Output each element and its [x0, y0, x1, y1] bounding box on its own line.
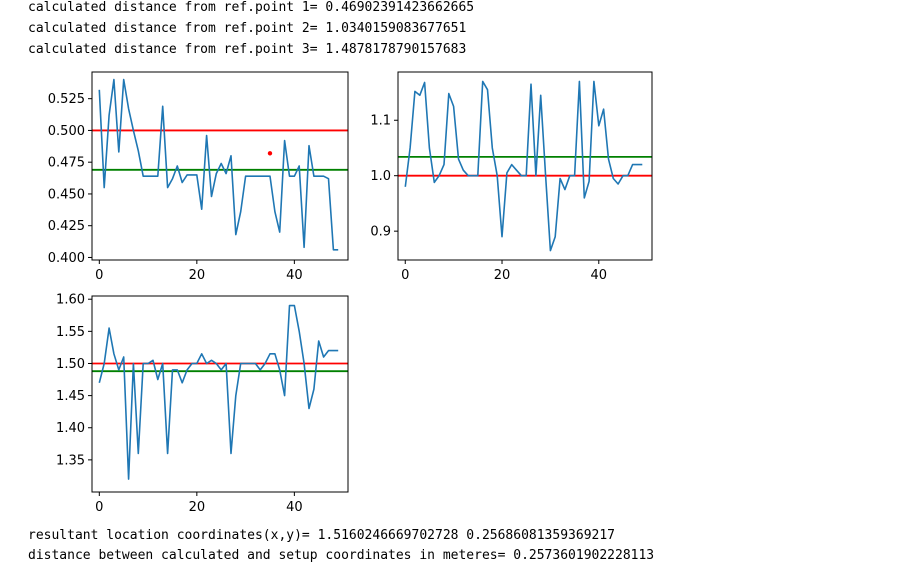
y-tick-label: 0.475: [48, 156, 85, 171]
y-tick-label: 1.50: [56, 357, 85, 372]
subplot-1: 0 20 40 0.400 0.425 0.450 0.475 0.500 0.525: [48, 71, 349, 283]
y-tick-label: 1.45: [56, 389, 85, 404]
x-tick-label: 0: [95, 268, 103, 283]
y-tick-label: 1.55: [56, 325, 85, 340]
output-line-4: resultant location coordinates(x,y)= 1.5…: [28, 528, 615, 543]
subplot-2: 0 20 40 0.9 1.0 1.1: [370, 71, 653, 283]
series-line-1: [98, 78, 339, 251]
x-tick-label: 40: [286, 268, 303, 283]
y-tick-label: 1.40: [56, 421, 85, 436]
x-tick-label: 20: [189, 268, 206, 283]
axes-frame: [91, 295, 349, 493]
output-line-3: calculated distance from ref.point 3= 1.…: [28, 42, 467, 57]
x-tick-label: 0: [401, 268, 409, 283]
axes-frame: [91, 71, 349, 261]
y-tick-label: 0.9: [370, 225, 391, 240]
data-point: [267, 151, 273, 156]
y-tick-label: 0.525: [48, 92, 85, 107]
x-tick-label: 0: [95, 500, 103, 515]
x-tick-label: 40: [286, 500, 303, 515]
x-tick-label: 20: [494, 268, 511, 283]
y-tick-label: 0.400: [48, 251, 85, 266]
y-tick-label: 0.425: [48, 219, 85, 234]
output-line-1: calculated distance from ref.point 1= 0.…: [28, 0, 475, 15]
x-tick-label: 40: [591, 268, 608, 283]
series-line-1: [404, 80, 643, 252]
y-tick-label: 1.1: [370, 114, 391, 129]
y-tick-label: 0.450: [48, 187, 85, 202]
y-tick-label: 1.35: [56, 453, 85, 468]
y-tick-label: 1.60: [56, 293, 85, 308]
y-tick-label: 1.0: [370, 169, 391, 184]
subplot-3: 0 20 40 1.35 1.40 1.45 1.50 1.55 1.60: [56, 293, 349, 515]
x-tick-label: 20: [189, 500, 206, 515]
y-tick-label: 0.500: [48, 124, 85, 139]
series-line-1: [98, 304, 339, 480]
output-line-2: calculated distance from ref.point 2= 1.…: [28, 21, 467, 36]
output-line-5: distance between calculated and setup co…: [28, 548, 655, 563]
axes-frame: [397, 71, 653, 261]
